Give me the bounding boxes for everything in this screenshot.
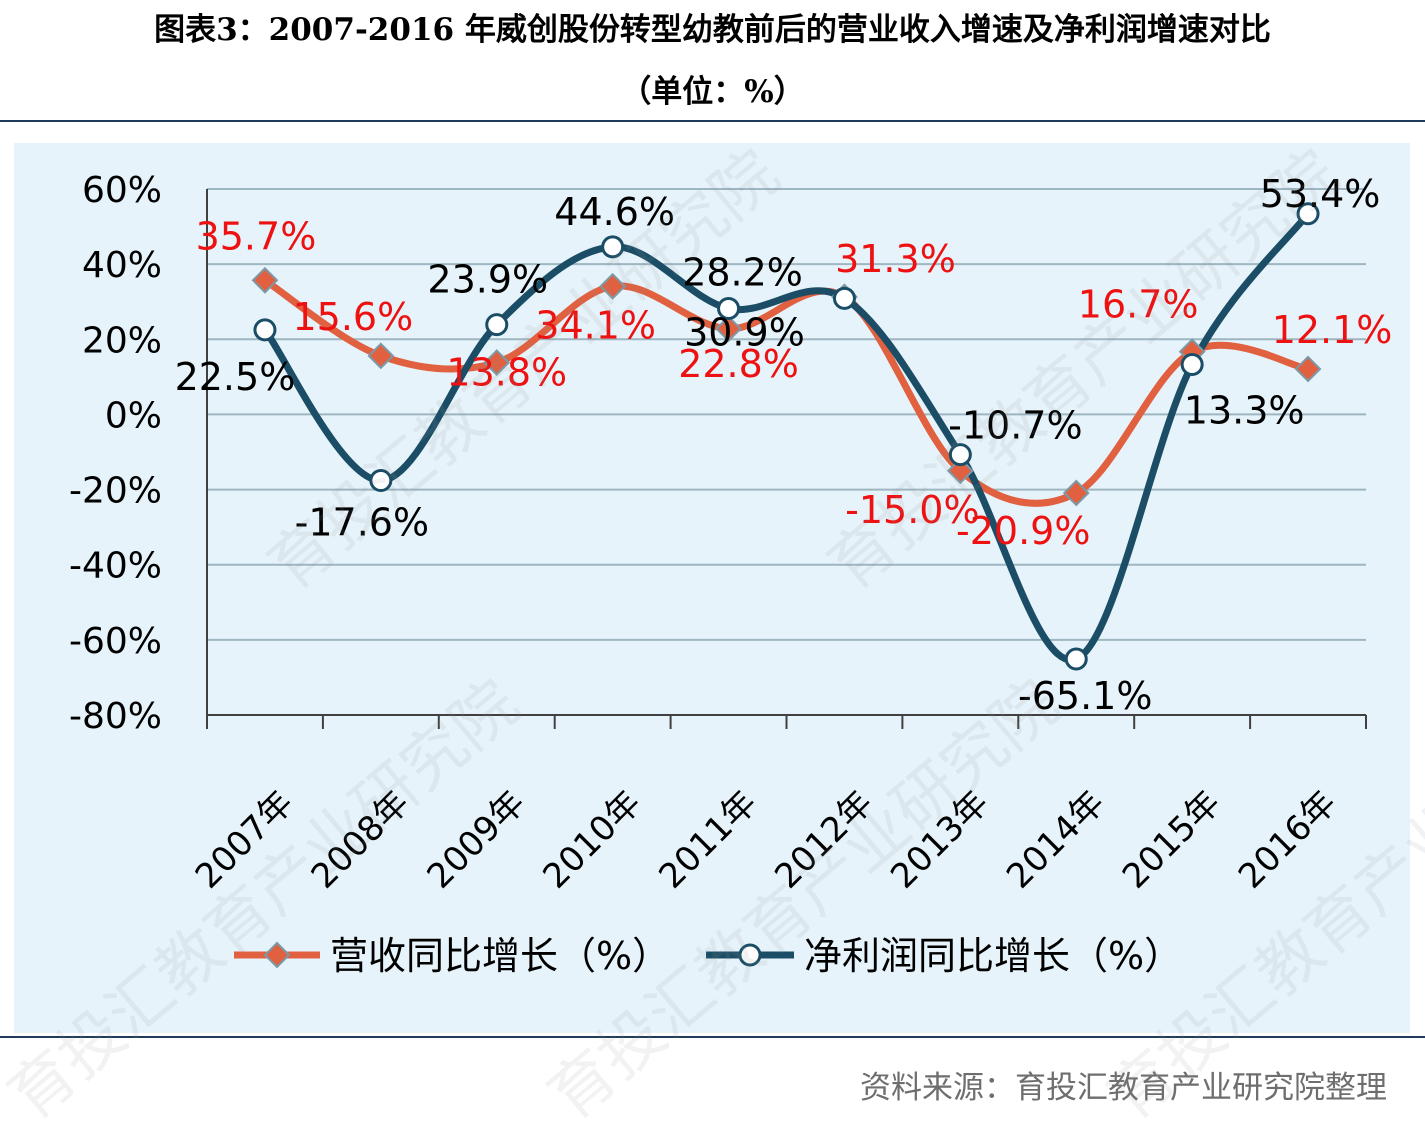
data-point — [367, 342, 395, 370]
data-point — [948, 443, 972, 467]
data-label: 13.3% — [1184, 388, 1305, 432]
chart-unit-subtitle: （单位：%） — [620, 74, 805, 110]
y-tick-label: -40% — [69, 546, 162, 587]
data-label: 53.4% — [1260, 172, 1381, 216]
data-label: 30.9% — [684, 310, 805, 354]
data-point — [1180, 352, 1204, 376]
data-label: 34.1% — [535, 303, 656, 347]
data-point — [715, 315, 742, 343]
bottom-rule — [0, 1036, 1425, 1038]
data-label: -15.0% — [845, 488, 979, 532]
data-point — [485, 313, 509, 337]
data-label: 23.9% — [427, 258, 548, 302]
y-tick-label: 60% — [82, 170, 162, 211]
legend-label: 营收同比增长（%） — [330, 934, 670, 978]
data-point — [251, 266, 279, 294]
data-point — [601, 235, 625, 259]
data-label: 15.6% — [292, 295, 413, 339]
data-point — [483, 349, 511, 376]
data-point — [832, 286, 856, 310]
data-label: -10.7% — [948, 404, 1082, 448]
y-tick-label: -20% — [69, 471, 162, 512]
y-tick-label: -80% — [69, 696, 162, 737]
data-point — [1064, 647, 1088, 671]
data-label: -17.6% — [295, 501, 429, 545]
data-label: -20.9% — [956, 509, 1090, 553]
source-note: 资料来源：育投汇教育产业研究院整理 — [860, 1070, 1387, 1106]
data-label: 35.7% — [196, 214, 317, 258]
y-tick-label: 0% — [105, 395, 162, 436]
data-label: 16.7% — [1078, 283, 1199, 327]
chart-title: 图表3：2007-2016 年威创股份转型幼教前后的营业收入增速及净利润增速对比 — [154, 12, 1271, 48]
data-label: 44.6% — [554, 190, 675, 234]
data-label: 28.2% — [682, 250, 803, 294]
data-label: 12.1% — [1272, 308, 1393, 352]
legend-marker — [738, 943, 762, 967]
legend-marker — [263, 941, 291, 969]
top-rule — [0, 120, 1425, 122]
data-label: 22.5% — [175, 355, 296, 399]
data-point — [253, 318, 277, 342]
data-point — [946, 457, 974, 485]
legend-label: 净利润同比增长（%） — [804, 934, 1182, 978]
data-point — [1296, 202, 1320, 226]
data-point — [1062, 479, 1090, 507]
data-point — [369, 469, 393, 493]
data-label: 13.8% — [446, 351, 567, 395]
plot-panel — [14, 143, 1410, 1033]
data-label: 31.3% — [835, 237, 956, 281]
series-line — [261, 210, 1312, 664]
y-tick-label: 20% — [82, 320, 162, 361]
data-label: -65.1% — [1018, 674, 1152, 718]
y-tick-label: 40% — [82, 245, 162, 286]
data-point — [717, 296, 741, 320]
y-tick-label: -60% — [69, 621, 162, 662]
line-chart: 60%40%20%0%-20%-40%-60%-80%2007年 2008年 200… — [14, 143, 1410, 1033]
data-label: 22.8% — [678, 342, 799, 386]
data-point — [1294, 355, 1322, 383]
data-point — [599, 272, 627, 300]
